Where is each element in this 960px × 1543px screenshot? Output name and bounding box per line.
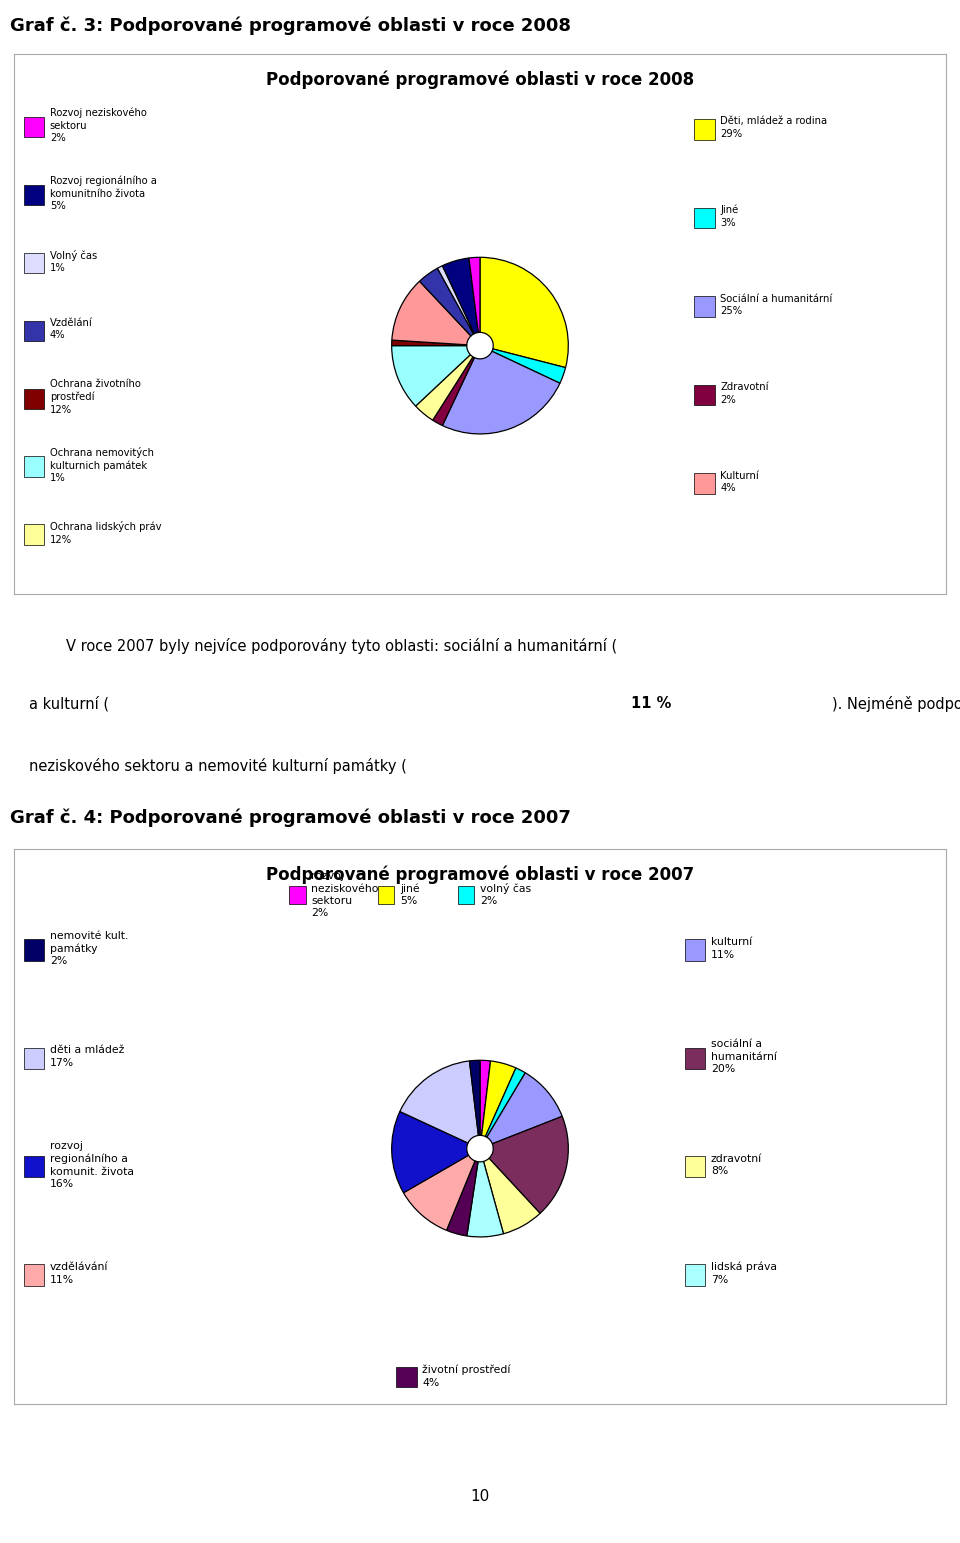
Wedge shape [433,356,474,426]
Wedge shape [480,258,568,367]
Wedge shape [480,1060,491,1136]
Text: a kulturní (: a kulturní ( [29,696,108,711]
Wedge shape [469,1060,480,1136]
Text: nemovité kult.
památky
2%: nemovité kult. památky 2% [50,930,129,966]
Wedge shape [392,346,470,406]
Bar [24,117,44,137]
Wedge shape [420,268,473,336]
Bar [24,253,44,273]
Text: lidská práva
7%: lidská práva 7% [711,1262,777,1285]
Text: Rozvoj regionálního a
komunitního života
5%: Rozvoj regionálního a komunitního života… [50,176,156,211]
Text: V roce 2007 byly nejvíce podporovány tyto oblasti: sociální a humanitární (: V roce 2007 byly nejvíce podporovány tyt… [29,637,617,654]
Text: rozvoj
neziskového
sektoru
2%: rozvoj neziskového sektoru 2% [311,872,379,918]
Bar [24,185,44,205]
Bar [24,1156,44,1177]
Wedge shape [400,1062,478,1143]
Bar [24,1048,44,1069]
Wedge shape [438,265,474,333]
Bar [694,384,714,406]
Wedge shape [467,1162,503,1237]
Bar [694,119,714,139]
Bar [684,940,706,961]
Text: neziskového sektoru a nemovité kulturní památky (: neziskového sektoru a nemovité kulturní … [29,758,407,773]
Wedge shape [482,1062,516,1137]
Bar [396,1367,417,1387]
Bar [684,1048,706,1069]
Wedge shape [492,349,565,383]
Bar [377,886,395,904]
Text: životní prostředí
4%: životní prostředí 4% [422,1366,511,1387]
Text: Rozvoj neziskového
sektoru
2%: Rozvoj neziskového sektoru 2% [50,108,147,143]
Text: ). Nejméně podporovanou oblastí byly kategorie volný čas, rozvoj: ). Nejméně podporovanou oblastí byly kat… [832,696,960,711]
Text: Graf č. 3: Podporované programové oblasti v roce 2008: Graf č. 3: Podporované programové oblast… [10,17,570,35]
Bar [24,525,44,545]
Text: zdravotní
8%: zdravotní 8% [711,1154,762,1176]
Text: 10: 10 [470,1489,490,1504]
Bar [24,389,44,409]
Text: Kulturní
4%: Kulturní 4% [720,471,759,494]
Wedge shape [392,339,467,346]
Text: kulturní
11%: kulturní 11% [711,937,752,960]
Wedge shape [446,1160,478,1236]
Wedge shape [468,258,480,332]
Text: Volný čas
1%: Volný čas 1% [50,250,97,273]
Text: vzdělávání
11%: vzdělávání 11% [50,1262,108,1284]
Text: Podporované programové oblasti v roce 2007: Podporované programové oblasti v roce 20… [266,866,694,884]
Wedge shape [486,1068,525,1137]
Bar [684,1156,706,1177]
Text: Ochrana nemovitých
kulturnich památek
1%: Ochrana nemovitých kulturnich památek 1% [50,447,154,483]
Text: Vzdělání
4%: Vzdělání 4% [50,318,92,341]
Wedge shape [392,1111,468,1193]
Wedge shape [484,1159,540,1234]
Text: Děti, mládež a rodina
29%: Děti, mládež a rodina 29% [720,116,828,139]
Text: Graf č. 4: Podporované programové oblasti v roce 2007: Graf č. 4: Podporované programové oblast… [10,809,570,827]
Bar [24,1264,44,1285]
Bar [694,474,714,494]
Text: Zdravotní
2%: Zdravotní 2% [720,383,769,404]
Bar [458,886,474,904]
Bar [24,457,44,477]
Bar [684,1264,706,1285]
Wedge shape [416,355,473,420]
Bar [694,208,714,228]
Text: 11 %: 11 % [632,696,672,711]
Wedge shape [392,281,471,344]
Text: Podporované programové oblasti v roce 2008: Podporované programové oblasti v roce 20… [266,71,694,88]
Bar [694,296,714,316]
Wedge shape [443,352,560,434]
Text: volný čas
2%: volný čas 2% [480,883,531,906]
Text: Ochrana lidských práv
12%: Ochrana lidských práv 12% [50,522,161,545]
Wedge shape [487,1072,563,1143]
Text: Jiné
3%: Jiné 3% [720,205,738,228]
Bar [24,321,44,341]
Text: Sociální a humanitární
25%: Sociální a humanitární 25% [720,293,832,316]
Bar [24,940,44,961]
Wedge shape [403,1156,475,1230]
Text: rozvoj
regionálního a
komunit. života
16%: rozvoj regionálního a komunit. života 16… [50,1142,133,1190]
Text: děti a mládež
17%: děti a mládež 17% [50,1046,124,1068]
Wedge shape [489,1116,568,1213]
Text: jiné
5%: jiné 5% [400,883,420,906]
Wedge shape [443,258,478,333]
Text: Ochrana životního
prostředí
12%: Ochrana životního prostředí 12% [50,380,141,415]
Text: sociální a
humanitární
20%: sociální a humanitární 20% [711,1040,777,1074]
Bar [289,886,306,904]
